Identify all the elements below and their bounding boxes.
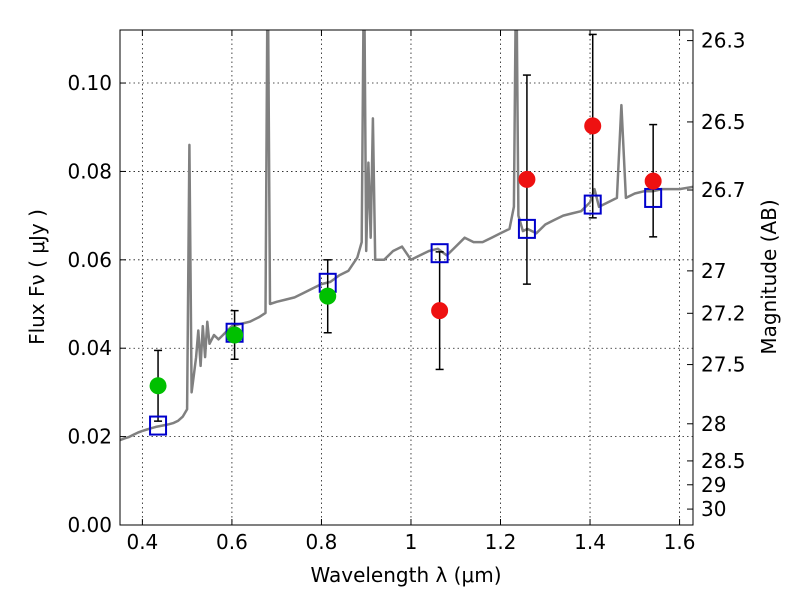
observed-point <box>584 117 602 135</box>
x-tick-label: 1.4 <box>574 530 606 554</box>
y-tick-label: 0.02 <box>67 425 112 449</box>
magnitude-tick-label: 29 <box>701 473 726 497</box>
observed-point <box>518 170 536 188</box>
observed-point <box>319 287 337 305</box>
observed-point <box>431 302 449 320</box>
model-square-marker <box>583 194 602 215</box>
y-axis-label: Flux Fν ( μJy ) <box>25 209 49 345</box>
observed-point <box>226 326 244 344</box>
magnitude-tick-label: 28.5 <box>701 449 746 473</box>
x-tick-label: 1.6 <box>664 530 696 554</box>
magnitude-tick-label: 27.2 <box>701 301 746 325</box>
errorbar-layer <box>154 33 658 422</box>
x-tick-label: 0.4 <box>126 530 158 554</box>
model-square-marker <box>430 243 449 264</box>
plot-frame <box>119 29 694 526</box>
spectrum-layer <box>120 30 693 442</box>
model-square-marker <box>149 415 168 436</box>
y-tick-label: 0.04 <box>67 336 112 360</box>
magnitude-tick-label: 27.5 <box>701 353 746 377</box>
spectrum-line <box>120 30 693 442</box>
observed-photometry-layer <box>149 117 662 395</box>
x-tick-label: 0.8 <box>306 530 338 554</box>
magnitude-tick-label: 27 <box>701 259 726 283</box>
x-tick-label: 1.2 <box>485 530 517 554</box>
x-tick-label: 0.6 <box>216 530 248 554</box>
y-tick-label: 0.10 <box>67 71 112 95</box>
grid <box>120 30 693 526</box>
model-photometry-layer <box>149 187 663 436</box>
model-square-marker <box>517 218 536 239</box>
magnitude-tick-label: 26.5 <box>701 110 746 134</box>
observed-point <box>149 377 167 395</box>
magnitude-tick-label: 26.3 <box>701 29 746 53</box>
x-axis-label: Wavelength λ (μm) <box>310 563 501 587</box>
x-tick-label: 1 <box>405 530 418 554</box>
magnitude-tick-label: 30 <box>701 497 726 521</box>
y-tick-label: 0.00 <box>67 513 112 537</box>
observed-point <box>644 172 662 190</box>
right-axis-label: Magnitude (AB) <box>757 199 781 354</box>
magnitude-tick-label: 28 <box>701 412 726 436</box>
axis-ticks: 0.4 0.6 0.8 1 1.2 1.4 1.6 0.00 0.02 0.04 0.06 0.08 0… <box>67 29 745 554</box>
y-tick-label: 0.08 <box>67 159 112 183</box>
magnitude-tick-label: 26.7 <box>701 178 746 202</box>
y-tick-label: 0.06 <box>67 248 112 272</box>
